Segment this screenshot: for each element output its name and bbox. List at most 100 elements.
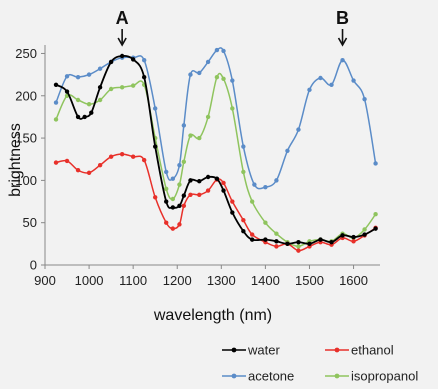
- legend-swatch-marker: [334, 347, 340, 353]
- series-layer: [53, 47, 378, 253]
- legend-item-water: water: [222, 343, 280, 358]
- data-point-ethanol: [197, 192, 202, 197]
- data-point-acetone: [263, 184, 268, 190]
- data-point-isopropanol: [86, 102, 92, 107]
- data-point-isopropanol: [177, 182, 182, 187]
- data-point-water: [177, 203, 182, 208]
- x-axis-ticks: 900 1000 1100 1200 1300 1400 1500 1600: [34, 265, 368, 288]
- data-point-ethanol: [188, 192, 193, 197]
- data-point-ethanol: [119, 151, 125, 157]
- y-tick-label: 0: [30, 258, 37, 273]
- data-point-water: [97, 85, 103, 90]
- data-point-acetone: [318, 75, 323, 81]
- data-point-isopropanol: [263, 220, 268, 225]
- data-point-water: [373, 226, 378, 231]
- annotation-b: B: [336, 8, 349, 47]
- data-point-ethanol: [241, 217, 246, 223]
- legend-swatch-marker: [231, 347, 237, 353]
- legend-swatch-marker: [231, 373, 237, 379]
- data-point-water: [241, 228, 246, 234]
- data-point-water: [221, 188, 226, 193]
- legend-label: isopropanol: [351, 369, 418, 384]
- data-point-ethanol: [75, 168, 81, 173]
- data-point-water: [307, 241, 312, 247]
- data-point-ethanol: [177, 222, 182, 227]
- data-point-acetone: [181, 123, 187, 128]
- data-point-acetone: [296, 127, 301, 132]
- data-point-acetone: [241, 144, 246, 149]
- data-point-water: [141, 74, 147, 80]
- data-point-water: [274, 239, 279, 244]
- data-point-water: [75, 114, 81, 120]
- data-point-isopropanol: [362, 227, 367, 232]
- data-point-acetone: [329, 82, 334, 87]
- data-point-isopropanol: [170, 196, 176, 202]
- y-tick-label: 250: [15, 46, 37, 61]
- data-point-acetone: [170, 176, 176, 181]
- data-point-isopropanol: [130, 83, 136, 88]
- data-point-ethanol: [164, 220, 169, 225]
- data-point-water: [64, 89, 70, 94]
- x-axis-title: wavelength (nm): [153, 307, 272, 324]
- data-point-ethanol: [230, 199, 235, 204]
- data-point-acetone: [97, 66, 103, 71]
- data-point-acetone: [64, 74, 70, 79]
- data-point-water: [152, 144, 158, 149]
- series-water: [53, 53, 378, 247]
- data-point-water: [82, 114, 87, 120]
- data-point-acetone: [177, 162, 182, 168]
- x-tick-label: 1500: [295, 273, 324, 288]
- data-point-acetone: [53, 100, 59, 105]
- data-point-water: [108, 59, 114, 65]
- data-point-water: [296, 239, 301, 245]
- annotation-label: A: [116, 8, 129, 28]
- data-point-isopropanol: [205, 114, 211, 120]
- data-point-acetone: [274, 178, 279, 183]
- series-line-water: [55, 54, 377, 245]
- data-point-acetone: [230, 78, 235, 83]
- data-point-water: [214, 176, 220, 181]
- legend-swatch-marker: [334, 373, 340, 379]
- data-point-ethanol: [97, 162, 103, 168]
- legend: water ethanol acetone isopropanol: [222, 343, 418, 384]
- data-point-isopropanol: [164, 186, 169, 192]
- x-tick-label: 1200: [163, 273, 192, 288]
- data-point-ethanol: [205, 188, 211, 193]
- data-point-ethanol: [64, 158, 70, 164]
- data-point-isopropanol: [373, 212, 378, 217]
- annotation-label: B: [336, 8, 349, 28]
- x-tick-label: 1000: [75, 273, 104, 288]
- data-point-acetone: [188, 72, 193, 77]
- x-tick-label: 1600: [339, 273, 368, 288]
- data-point-water: [329, 239, 334, 245]
- data-point-isopropanol: [97, 97, 103, 103]
- x-tick-label: 1100: [119, 273, 147, 288]
- data-point-isopropanol: [181, 159, 187, 164]
- data-point-water: [205, 174, 211, 180]
- data-point-acetone: [285, 148, 290, 153]
- data-point-acetone: [214, 47, 220, 53]
- data-point-water: [197, 179, 202, 184]
- data-point-acetone: [75, 74, 81, 80]
- y-tick-label: 50: [23, 215, 37, 230]
- data-point-ethanol: [108, 154, 114, 159]
- legend-item-isopropanol: isopropanol: [325, 369, 418, 384]
- data-point-ethanol: [152, 195, 158, 200]
- data-point-water: [188, 178, 193, 183]
- data-point-water: [53, 82, 59, 87]
- data-point-water: [263, 237, 268, 242]
- data-point-ethanol: [221, 180, 226, 186]
- data-point-acetone: [221, 48, 226, 54]
- data-point-water: [340, 233, 345, 238]
- data-point-ethanol: [249, 232, 255, 237]
- data-point-acetone: [362, 96, 367, 102]
- data-point-isopropanol: [221, 76, 226, 82]
- data-point-ethanol: [141, 157, 147, 163]
- data-point-acetone: [351, 78, 356, 83]
- data-point-acetone: [205, 59, 211, 65]
- data-point-water: [362, 232, 367, 237]
- data-point-acetone: [164, 169, 169, 175]
